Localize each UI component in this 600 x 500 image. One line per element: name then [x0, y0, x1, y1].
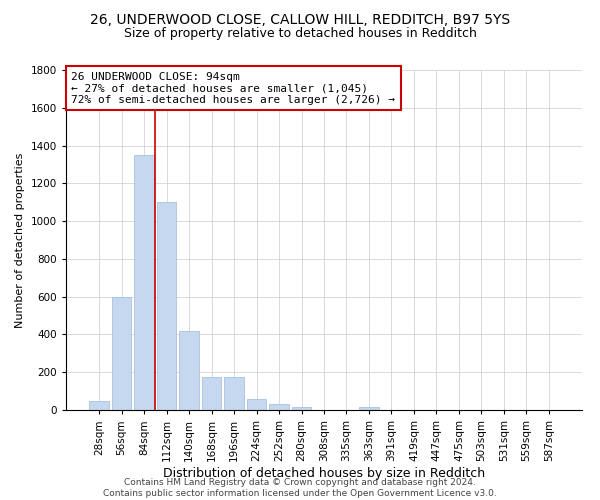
Bar [89, 400, 109, 410]
Text: 26 UNDERWOOD CLOSE: 94sqm
← 27% of detached houses are smaller (1,045)
72% of se: 26 UNDERWOOD CLOSE: 94sqm ← 27% of detac… [71, 72, 395, 105]
Text: Size of property relative to detached houses in Redditch: Size of property relative to detached ho… [124, 28, 476, 40]
Bar [157, 202, 176, 410]
Bar [292, 407, 311, 410]
Bar [359, 407, 379, 410]
Text: 26, UNDERWOOD CLOSE, CALLOW HILL, REDDITCH, B97 5YS: 26, UNDERWOOD CLOSE, CALLOW HILL, REDDIT… [90, 12, 510, 26]
Bar [179, 330, 199, 410]
X-axis label: Distribution of detached houses by size in Redditch: Distribution of detached houses by size … [163, 466, 485, 479]
Bar [202, 377, 221, 410]
Bar [224, 377, 244, 410]
Text: Contains HM Land Registry data © Crown copyright and database right 2024.
Contai: Contains HM Land Registry data © Crown c… [103, 478, 497, 498]
Y-axis label: Number of detached properties: Number of detached properties [15, 152, 25, 328]
Bar [269, 404, 289, 410]
Bar [112, 296, 131, 410]
Bar [247, 398, 266, 410]
Bar [134, 155, 154, 410]
